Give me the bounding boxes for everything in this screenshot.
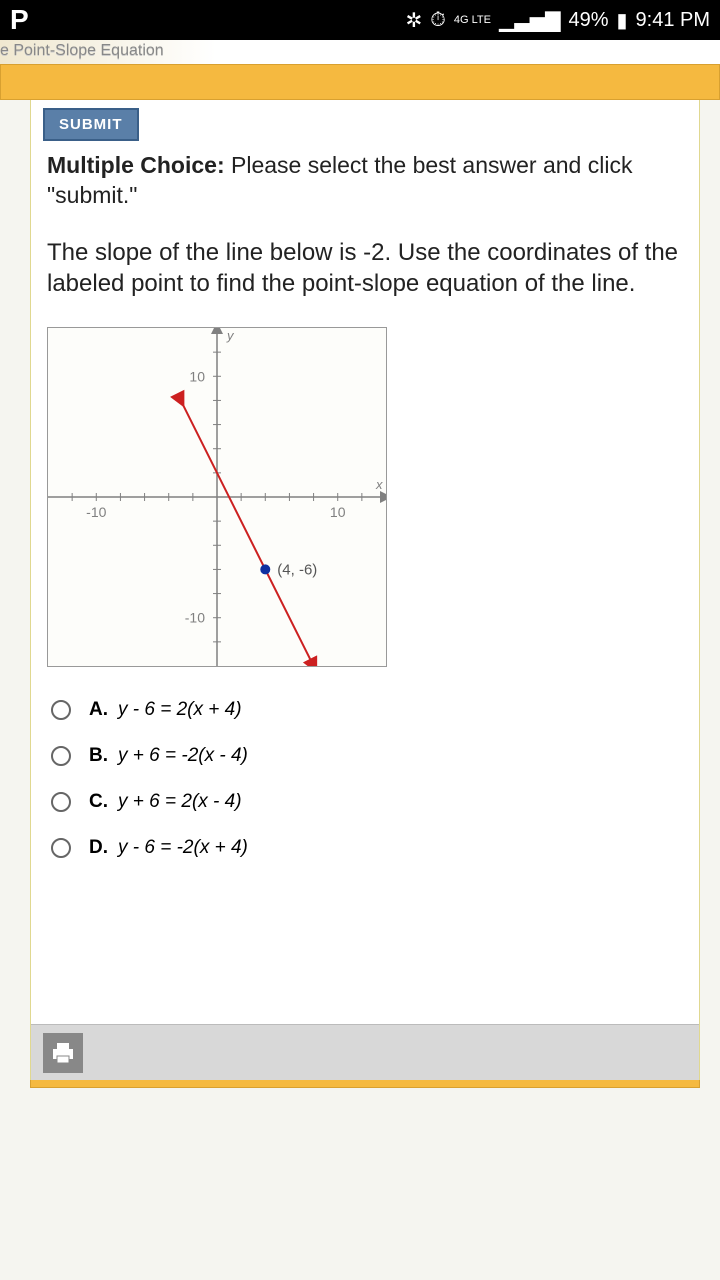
radio-c[interactable] — [51, 792, 71, 812]
breadcrumb: e Point-Slope Equation — [0, 40, 720, 64]
print-button[interactable] — [43, 1033, 83, 1073]
choice-text: y + 6 = 2(x - 4) — [118, 791, 242, 813]
network-icon: 4G LTE — [454, 15, 491, 26]
battery-text: 49% — [568, 9, 608, 32]
svg-text:10: 10 — [189, 368, 205, 384]
submit-button[interactable]: SUBMIT — [43, 108, 139, 141]
question-text: The slope of the line below is -2. Use t… — [47, 237, 683, 299]
question-page: SUBMIT Multiple Choice: Please select th… — [30, 100, 700, 1080]
choice-letter: D. — [89, 837, 108, 859]
radio-d[interactable] — [51, 838, 71, 858]
choice-letter: C. — [89, 791, 108, 813]
toolbar — [31, 1024, 699, 1080]
battery-icon: ▮ — [617, 8, 628, 33]
status-bar: P ✲ ⏱ 4G LTE ▁▃▅▇ 49% ▮ 9:41 PM — [0, 0, 720, 40]
choice-text: y - 6 = -2(x + 4) — [118, 837, 248, 859]
app-logo: P — [10, 4, 29, 36]
choice-text: y + 6 = -2(x - 4) — [118, 745, 248, 767]
bluetooth-icon: ✲ — [405, 8, 422, 33]
svg-text:-10: -10 — [86, 504, 106, 520]
choice-c[interactable]: C. y + 6 = 2(x - 4) — [47, 779, 683, 825]
choice-b[interactable]: B. y + 6 = -2(x - 4) — [47, 733, 683, 779]
radio-a[interactable] — [51, 700, 71, 720]
choice-d[interactable]: D. y - 6 = -2(x + 4) — [47, 825, 683, 871]
instructions: Multiple Choice: Please select the best … — [47, 151, 683, 211]
choice-a[interactable]: A. y - 6 = 2(x + 4) — [47, 687, 683, 733]
clock: 9:41 PM — [636, 9, 710, 32]
choice-letter: A. — [89, 699, 108, 721]
choice-text: y - 6 = 2(x + 4) — [118, 699, 242, 721]
svg-text:10: 10 — [330, 504, 346, 520]
radio-b[interactable] — [51, 746, 71, 766]
graph: 10 -10 10 -10 y x (4, -6) — [47, 327, 387, 667]
svg-text:-10: -10 — [185, 610, 205, 626]
header-bar — [0, 64, 720, 100]
choice-letter: B. — [89, 745, 108, 767]
signal-icon: ▁▃▅▇ — [499, 8, 561, 33]
answer-choices: A. y - 6 = 2(x + 4) B. y + 6 = -2(x - 4)… — [47, 687, 683, 871]
alarm-icon: ⏱ — [430, 9, 446, 32]
svg-text:x: x — [375, 477, 383, 492]
svg-text:y: y — [226, 328, 235, 343]
mc-label: Multiple Choice: — [47, 152, 225, 178]
footer-bar — [30, 1080, 700, 1088]
svg-text:(4, -6): (4, -6) — [277, 562, 317, 579]
